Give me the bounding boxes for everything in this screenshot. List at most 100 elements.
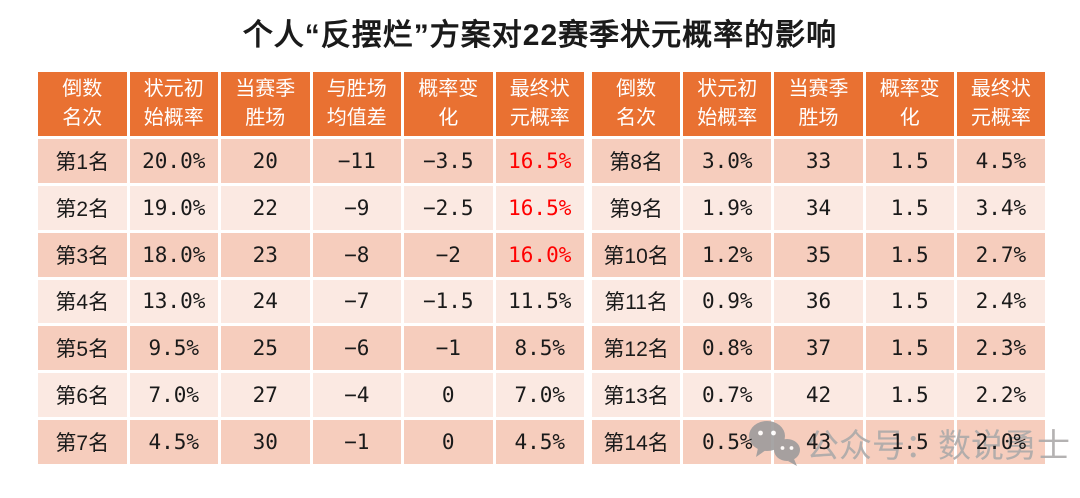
initial-prob-cell: 0.5%: [683, 420, 772, 464]
final-prob-cell: 4.5%: [956, 139, 1045, 183]
cell-value: 2.4%: [975, 289, 1027, 314]
cell-value: 第2名: [55, 197, 110, 221]
header-text: 始概率: [697, 107, 758, 129]
rank-cell: 第14名: [592, 420, 681, 464]
cell-value: −3.5: [422, 148, 474, 173]
header-text: 化: [438, 107, 459, 129]
header-text: 始概率: [143, 107, 204, 129]
final-prob-cell: 11.5%: [495, 279, 584, 324]
rank-cell: 第6名: [38, 373, 127, 418]
header-text: 名次: [616, 107, 657, 129]
cell-value: −4: [344, 383, 370, 408]
final-prob-cell: 2.4%: [956, 279, 1045, 324]
cell-value: 1.5: [890, 336, 929, 361]
cell-value: −1: [435, 336, 461, 361]
header-text: 概率变: [418, 78, 479, 100]
prob-change-cell: 1.5: [865, 139, 954, 183]
initial-prob-cell: 9.5%: [129, 326, 218, 371]
cell-value: 第6名: [55, 385, 110, 409]
initial-prob-cell: 3.0%: [683, 139, 772, 183]
cell-value: 2.2%: [975, 383, 1027, 408]
win-diff-cell: −1: [312, 420, 401, 464]
header-text: 概率变: [879, 78, 940, 100]
cell-value: 2.0%: [975, 430, 1027, 455]
rank-cell: 第5名: [38, 326, 127, 371]
cell-value: 7.0%: [148, 383, 200, 408]
season-wins-cell: 34: [774, 185, 863, 230]
rank-cell: 第1名: [38, 139, 127, 183]
rank-cell: 第9名: [592, 185, 681, 230]
season-wins-cell: 36: [774, 279, 863, 324]
cell-value: 20: [252, 148, 278, 173]
final-prob-header: 最终状 元概率: [495, 72, 584, 136]
cell-value: 0.9%: [702, 289, 753, 314]
rank-cell: 第2名: [38, 185, 127, 230]
rank-header: 倒数 名次: [592, 72, 681, 136]
prob-change-cell: −2.5: [404, 185, 493, 230]
prob-change-cell: 0: [404, 373, 493, 418]
win-diff-cell: −9: [312, 185, 401, 230]
final-prob-cell: 2.2%: [956, 373, 1045, 418]
prob-change-header: 概率变化: [865, 72, 954, 136]
cell-value: 27: [252, 383, 278, 408]
season-wins-cell: 24: [221, 279, 310, 324]
cell-value: 36: [805, 289, 832, 314]
header-text: 均值差: [326, 107, 387, 129]
prob-change-cell: 1.5: [865, 373, 954, 418]
season-wins-cell: 23: [221, 232, 310, 277]
cell-value: 13.0%: [142, 289, 206, 314]
cell-value: 8.5%: [514, 336, 566, 361]
cell-value: 第8名: [609, 150, 663, 174]
header-text: 倒数: [62, 78, 103, 100]
cell-value: 第10名: [603, 244, 669, 268]
cell-value: −1: [344, 430, 370, 455]
cell-value: 第7名: [55, 432, 110, 456]
cell-value: 11.5%: [508, 289, 572, 314]
final-prob-cell: 8.5%: [495, 326, 584, 371]
initial-prob-header: 状元初 始概率: [129, 72, 218, 136]
final-prob-cell: 7.0%: [495, 373, 584, 418]
final-prob-cell: 2.3%: [956, 326, 1045, 371]
season-wins-cell: 30: [221, 420, 310, 464]
prob-change-cell: 1.5: [865, 185, 954, 230]
cell-value: 3.4%: [975, 195, 1027, 220]
header-text: 状元初: [697, 78, 758, 100]
initial-prob-cell: 20.0%: [129, 139, 218, 183]
season-wins-cell: 35: [774, 232, 863, 277]
probability-table: 倒数 名次 状元初 始概率 当赛季 胜场 与胜场 均值差 概率变化最终状 元概率 第1名 20.0% 2…: [38, 72, 1045, 464]
win-diff-cell: −11: [312, 139, 401, 183]
rank-cell: 第8名: [592, 139, 681, 183]
cell-value: 18.0%: [142, 242, 206, 267]
prob-change-cell: −1: [404, 326, 493, 371]
page-title: 个人“反摆烂”方案对22赛季状元概率的影响: [242, 19, 838, 52]
prob-change-cell: 0: [404, 420, 493, 464]
win-diff-cell: −4: [312, 373, 401, 418]
cell-value: 35: [805, 242, 832, 267]
cell-value: −2: [435, 242, 461, 267]
season-wins-header: 当赛季 胜场: [774, 72, 863, 136]
cell-value: 0: [441, 430, 455, 455]
prob-change-cell: 1.5: [865, 420, 954, 464]
final-prob-cell: 16.5%: [495, 185, 584, 230]
header-text: 胜场: [245, 107, 286, 129]
header-text: 元概率: [970, 107, 1031, 129]
cell-value: 第13名: [603, 385, 669, 409]
header-text: 最终状: [509, 78, 570, 100]
cell-value: 第12名: [603, 338, 669, 362]
final-prob-cell: 4.5%: [495, 420, 584, 464]
initial-prob-cell: 0.7%: [683, 373, 772, 418]
cell-value: 第9名: [609, 197, 663, 221]
header-text: 最终状: [970, 78, 1031, 100]
win-diff-cell: −6: [312, 326, 401, 371]
season-wins-cell: 37: [774, 326, 863, 371]
cell-value: 第5名: [55, 338, 110, 362]
initial-prob-header: 状元初 始概率: [683, 72, 772, 136]
initial-prob-cell: 0.8%: [683, 326, 772, 371]
prob-change-cell: 1.5: [865, 232, 954, 277]
prob-change-cell: −1.5: [404, 279, 493, 324]
cell-value: 1.5: [890, 383, 929, 408]
prob-change-header: 概率变化: [404, 72, 493, 136]
season-wins-header: 当赛季 胜场: [221, 72, 310, 136]
win-diff-cell: −8: [312, 232, 401, 277]
table-left-ranks-1-7: 倒数 名次 状元初 始概率 当赛季 胜场 与胜场 均值差 概率变化最终状 元概率 第1名 20.0% 2…: [38, 72, 584, 464]
